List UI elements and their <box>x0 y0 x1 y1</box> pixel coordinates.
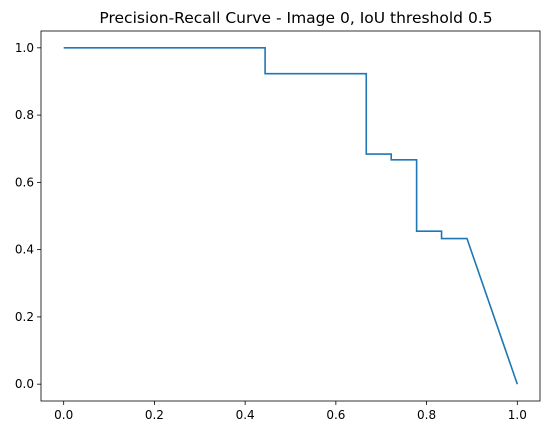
y-tick-label: 0.0 <box>15 377 34 391</box>
y-tick-label: 0.8 <box>15 108 34 122</box>
y-tick-label: 0.2 <box>15 310 34 324</box>
x-axis: 0.0 0.2 0.4 0.6 0.8 1.0 <box>54 401 527 422</box>
y-tick-label: 0.6 <box>15 175 34 189</box>
x-tick-label: 0.0 <box>54 408 73 422</box>
plot-area-frame <box>41 31 540 401</box>
x-tick-label: 0.8 <box>417 408 436 422</box>
y-tick-label: 1.0 <box>15 41 34 55</box>
x-tick-label: 0.4 <box>236 408 255 422</box>
series-layer <box>64 48 518 384</box>
x-tick-label: 0.2 <box>145 408 164 422</box>
y-axis: 0.0 0.2 0.4 0.6 0.8 1.0 <box>15 41 41 391</box>
x-tick-label: 0.6 <box>326 408 345 422</box>
x-tick-label: 1.0 <box>508 408 527 422</box>
pr-curve-line <box>64 48 518 384</box>
chart-title: Precision-Recall Curve - Image 0, IoU th… <box>99 9 492 27</box>
y-tick-label: 0.4 <box>15 243 34 257</box>
